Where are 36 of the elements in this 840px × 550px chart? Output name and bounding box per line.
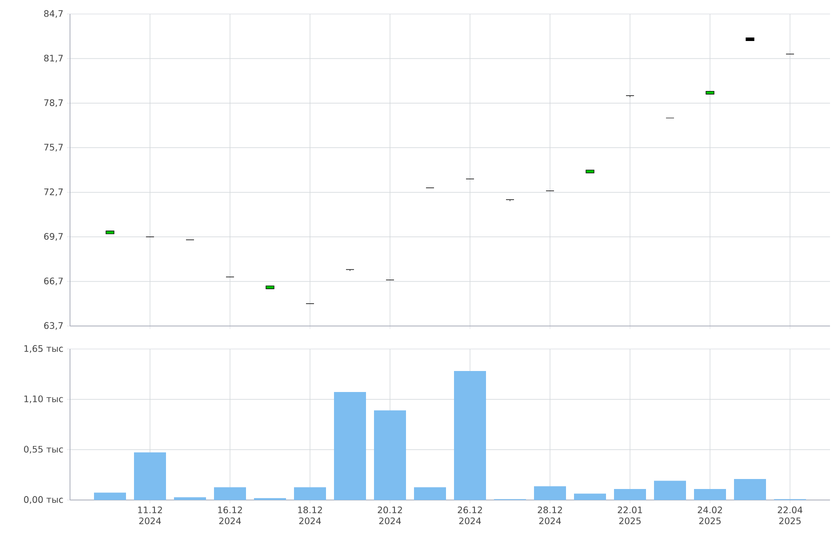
bar (454, 370, 486, 500)
x-tick-label: 18.12 2024 (298, 506, 322, 524)
bar (374, 410, 406, 500)
y-tick-label: 81,7 (44, 54, 63, 62)
x-tick-label: 22.01 2025 (618, 506, 642, 524)
y-tick-label: 1,65 тыс (24, 345, 63, 353)
bar (94, 492, 126, 500)
x-tick-label: 28.12 2024 (538, 506, 562, 524)
x-tick-label: 16.12 2024 (218, 506, 242, 524)
y-tick-label: 63,7 (44, 322, 63, 330)
bar (614, 489, 646, 500)
y-tick-label: 78,7 (44, 99, 63, 107)
y-tick-label: 69,7 (44, 233, 63, 241)
bar (214, 487, 246, 500)
y-tick-label: 66,7 (44, 278, 63, 286)
bar (534, 486, 566, 500)
bar (414, 487, 446, 500)
y-tick-label: 84,7 (44, 10, 63, 18)
bar (734, 478, 766, 500)
bar (654, 480, 686, 500)
bar (134, 452, 166, 500)
y-tick-label: 0,00 тыс (24, 496, 63, 504)
bar (694, 489, 726, 500)
x-tick-label: 24.02 2025 (698, 506, 722, 524)
y-tick-label: 0,55 тыс (24, 446, 63, 454)
x-tick-label: 26.12 2024 (458, 506, 482, 524)
bar (174, 497, 206, 500)
x-tick-label: 20.12 2024 (378, 506, 402, 524)
x-tick-label: 22.04 2025 (778, 506, 802, 524)
bar (574, 494, 606, 500)
bar (294, 487, 326, 500)
y-tick-label: 1,10 тыс (24, 395, 63, 404)
x-tick-label: 11.12 2024 (138, 506, 162, 524)
y-tick-label: 75,7 (44, 144, 63, 152)
y-tick-label: 72,7 (44, 188, 63, 196)
bar (334, 392, 366, 500)
